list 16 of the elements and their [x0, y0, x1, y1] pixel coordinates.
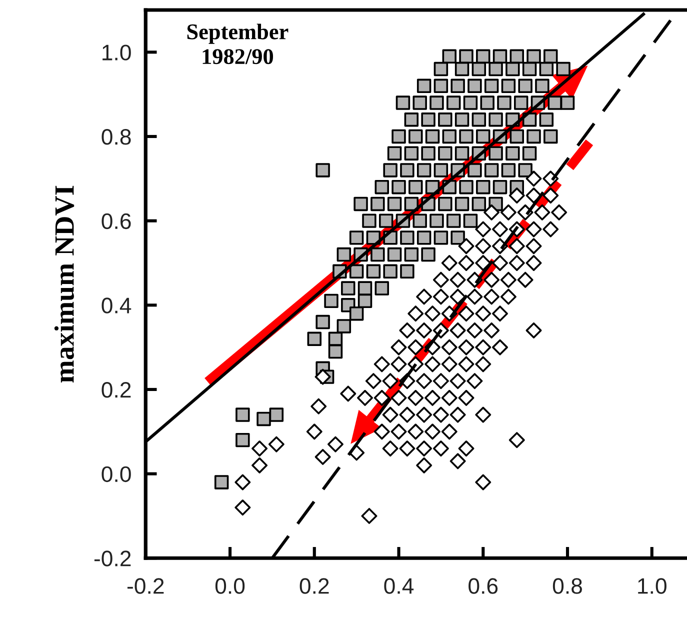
y-tick-label: 0.8 [102, 129, 131, 145]
x-tick-label: 0.6 [468, 578, 498, 594]
x-tick-label: 0.8 [552, 578, 582, 594]
y-tick-label: 0.2 [102, 382, 131, 398]
y-axis-title: maximum NDVI [54, 186, 74, 382]
y-tick-label: -0.2 [94, 550, 131, 566]
x-tick-label: 0.4 [384, 578, 414, 594]
annotation: September 1982/90 [187, 24, 288, 64]
y-tick-label: 0.4 [102, 298, 132, 314]
x-tick-label: 0.2 [300, 578, 329, 594]
y-tick-label: 0.0 [102, 466, 131, 482]
y-tick-label: 0.6 [102, 213, 131, 230]
y-tick-label: 1.0 [102, 44, 131, 60]
x-tick-label: 1.0 [638, 578, 666, 594]
x-tick-label: -0.2 [127, 578, 164, 594]
x-tick-label: 0.0 [215, 578, 245, 594]
